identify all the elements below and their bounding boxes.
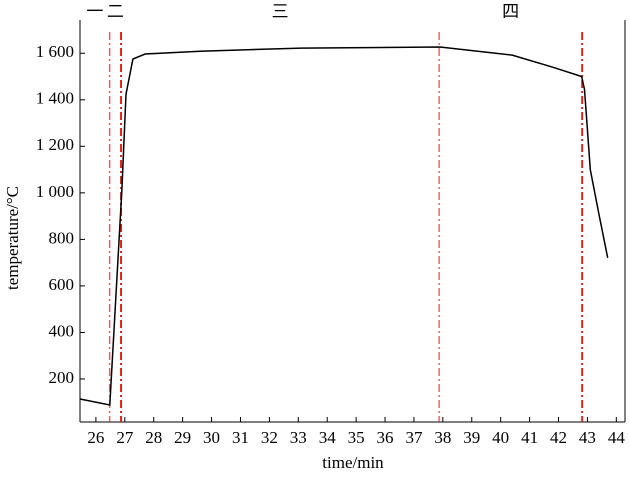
y-tick-label: 400 xyxy=(49,321,75,340)
y-axis-label: temperature/°C xyxy=(3,186,22,290)
temperature-line xyxy=(79,46,609,406)
stage-label: 二 xyxy=(107,2,124,21)
x-tick-label: 40 xyxy=(492,428,509,447)
x-tick-label: 30 xyxy=(203,428,220,447)
x-tick-label: 36 xyxy=(377,428,394,447)
x-tick-label: 31 xyxy=(232,428,249,447)
y-tick-label: 800 xyxy=(49,228,75,247)
stage-label: 四 xyxy=(502,2,519,21)
x-tick-label: 34 xyxy=(319,428,337,447)
x-tick-label: 35 xyxy=(348,428,365,447)
x-tick-label: 39 xyxy=(463,428,480,447)
stage-label: 一 xyxy=(86,2,103,21)
x-tick-label: 37 xyxy=(405,428,423,447)
x-tick-label: 32 xyxy=(261,428,278,447)
x-tick-label: 29 xyxy=(174,428,191,447)
x-tick-label: 41 xyxy=(521,428,538,447)
y-tick-label: 1 000 xyxy=(36,182,74,201)
x-tick-label: 27 xyxy=(116,428,134,447)
x-tick-label: 33 xyxy=(290,428,307,447)
stage-label: 三 xyxy=(272,2,289,21)
y-tick-label: 600 xyxy=(49,275,75,294)
x-tick-label: 38 xyxy=(434,428,451,447)
x-tick-label: 43 xyxy=(579,428,596,447)
x-tick-label: 42 xyxy=(550,428,567,447)
y-tick-label: 200 xyxy=(49,368,75,387)
x-tick-label: 28 xyxy=(145,428,162,447)
y-tick-label: 1 600 xyxy=(36,42,74,61)
x-axis-label: time/min xyxy=(322,453,384,472)
y-tick-label: 1 200 xyxy=(36,135,74,154)
x-tick-label: 26 xyxy=(87,428,104,447)
y-tick-label: 1 400 xyxy=(36,89,74,108)
x-tick-label: 44 xyxy=(608,428,626,447)
